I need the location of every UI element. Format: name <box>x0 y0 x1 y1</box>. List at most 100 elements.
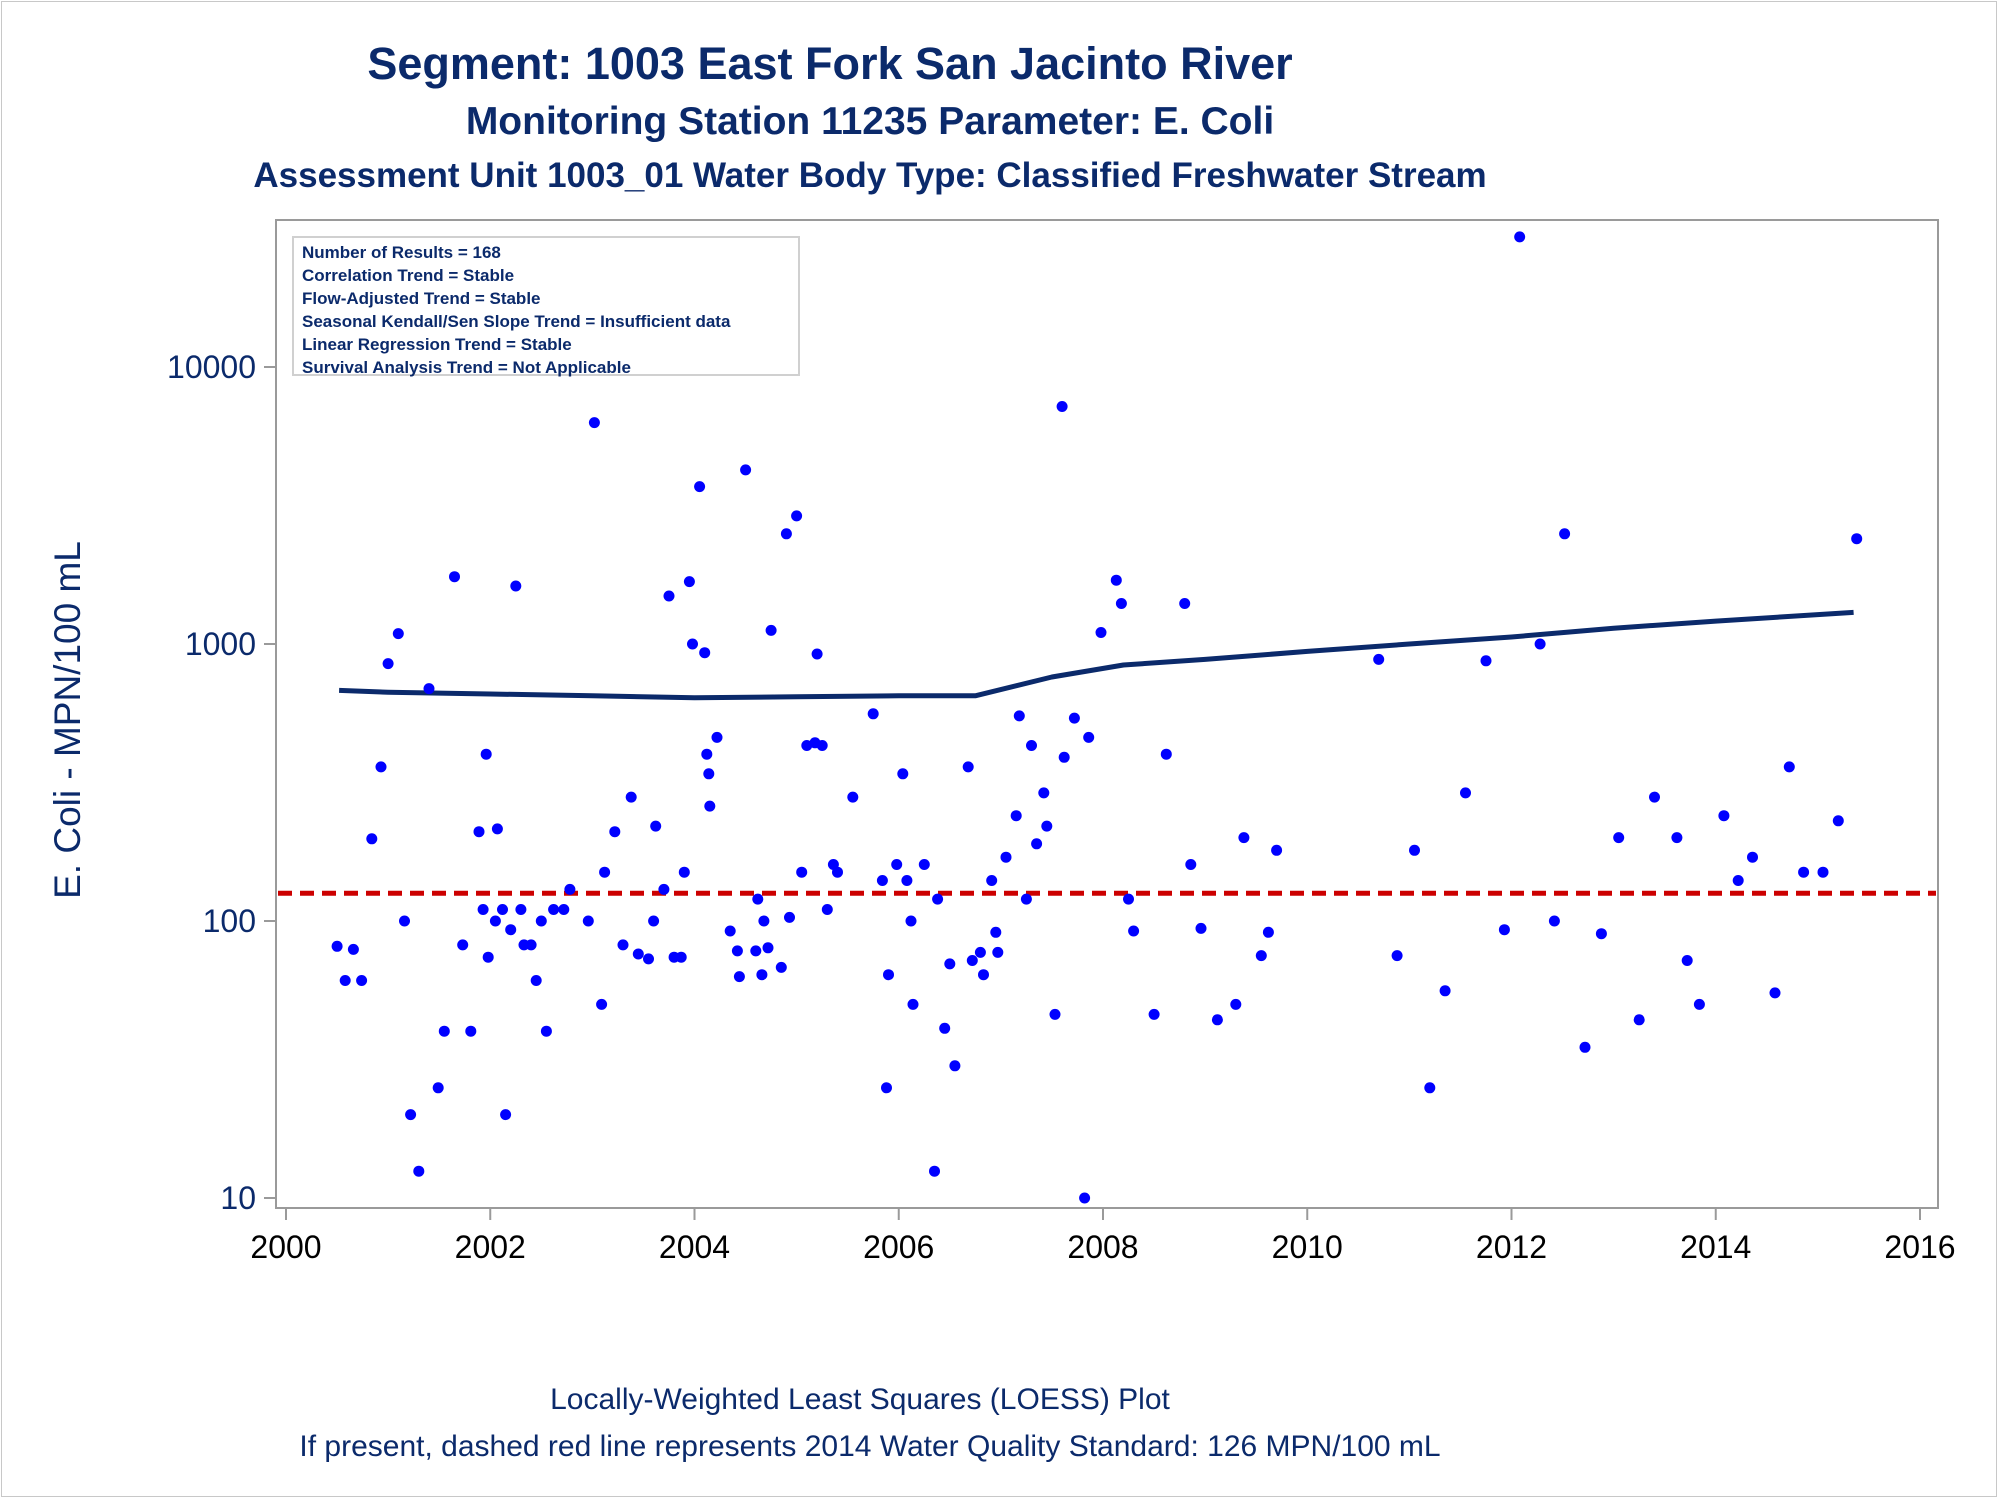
data-point <box>1110 574 1122 586</box>
data-point <box>711 731 723 743</box>
x-tick-label: 2016 <box>1884 1229 1955 1265</box>
data-point <box>480 748 492 760</box>
data-point <box>932 893 944 905</box>
data-point <box>1038 787 1050 799</box>
footnote-standard: If present, dashed red line represents 2… <box>299 1430 1441 1463</box>
data-point <box>564 883 576 895</box>
data-point <box>489 915 501 927</box>
data-point <box>1798 866 1810 878</box>
data-point <box>465 1025 477 1037</box>
data-point <box>1851 533 1863 545</box>
data-point <box>331 940 343 952</box>
data-point <box>847 791 859 803</box>
data-point <box>756 969 768 981</box>
data-point <box>974 946 986 958</box>
data-point <box>1681 955 1693 966</box>
data-point <box>1649 791 1660 803</box>
data-point <box>535 915 547 927</box>
data-point <box>962 761 974 773</box>
data-point <box>1079 1192 1091 1204</box>
data-point <box>1671 832 1683 844</box>
data-point <box>643 953 654 965</box>
trend-info-box: Number of Results = 168 Correlation Tren… <box>292 236 800 377</box>
data-point <box>881 1082 892 1094</box>
data-point <box>784 911 795 923</box>
data-point <box>1480 655 1492 667</box>
data-point <box>505 924 517 936</box>
footnote-loess: Locally-Weighted Least Squares (LOESS) P… <box>550 1383 1170 1416</box>
data-point <box>891 859 903 870</box>
data-point <box>1068 712 1080 724</box>
chart-subtitle: Monitoring Station 11235 Parameter: E. C… <box>465 100 1275 143</box>
data-point <box>986 875 998 886</box>
data-point <box>1013 710 1025 722</box>
data-point <box>1148 1008 1160 1020</box>
data-point <box>515 904 527 915</box>
data-point <box>883 969 894 981</box>
data-point <box>482 951 494 963</box>
data-point <box>1693 998 1705 1010</box>
data-point <box>1238 832 1250 844</box>
data-point <box>609 826 621 838</box>
data-point <box>1817 866 1829 878</box>
y-tick-label: 1000 <box>185 626 256 662</box>
data-point <box>1195 922 1207 934</box>
data-point <box>1832 815 1844 827</box>
data-point <box>901 875 913 886</box>
x-tick-label: 2014 <box>1680 1229 1751 1265</box>
data-point <box>762 942 774 954</box>
data-point <box>992 946 1004 958</box>
data-point <box>897 768 909 780</box>
data-point <box>699 647 711 659</box>
y-tick-label: 10000 <box>167 349 256 385</box>
info-flow-adjusted-trend: Flow-Adjusted Trend = Stable <box>302 289 541 308</box>
data-point <box>704 800 716 812</box>
data-point <box>599 866 611 878</box>
data-point <box>978 969 989 981</box>
data-point <box>650 820 662 832</box>
info-results: Number of Results = 168 <box>302 243 501 262</box>
x-tick-label: 2010 <box>1272 1229 1343 1265</box>
data-point <box>500 1109 512 1121</box>
data-point <box>1498 924 1510 936</box>
data-point <box>1373 653 1385 665</box>
data-point <box>758 915 770 927</box>
points-group <box>331 231 1863 1204</box>
data-point <box>1128 925 1140 937</box>
data-point <box>949 1060 961 1072</box>
data-point <box>1783 761 1795 773</box>
data-point <box>473 826 485 838</box>
data-point <box>876 875 888 886</box>
data-point <box>1391 950 1403 962</box>
data-point <box>740 464 752 476</box>
data-point <box>1579 1041 1591 1053</box>
data-point <box>780 528 792 540</box>
data-point <box>1123 893 1134 905</box>
data-point <box>1613 832 1625 844</box>
x-tick-label: 2000 <box>250 1229 321 1265</box>
data-point <box>1056 401 1068 412</box>
data-point <box>1185 859 1197 870</box>
data-point <box>703 768 715 780</box>
info-seasonal-kendall-trend: Seasonal Kendall/Sen Slope Trend = Insuf… <box>302 312 731 331</box>
data-point <box>1115 598 1127 609</box>
data-point <box>1559 528 1571 540</box>
data-point <box>1010 810 1022 822</box>
data-point <box>540 1025 552 1037</box>
data-point <box>944 958 956 970</box>
loess-group <box>339 609 1854 701</box>
data-point <box>366 833 378 845</box>
data-point <box>399 915 410 927</box>
data-point <box>1031 838 1043 850</box>
data-point <box>510 580 522 592</box>
data-point <box>1633 1014 1645 1026</box>
loess-line <box>339 609 1854 701</box>
data-point <box>1271 844 1283 856</box>
data-point <box>405 1109 417 1121</box>
data-point <box>733 971 745 983</box>
data-point <box>918 859 930 870</box>
data-point <box>632 948 644 960</box>
data-point <box>432 1082 444 1094</box>
x-tick-label: 2012 <box>1476 1229 1547 1265</box>
